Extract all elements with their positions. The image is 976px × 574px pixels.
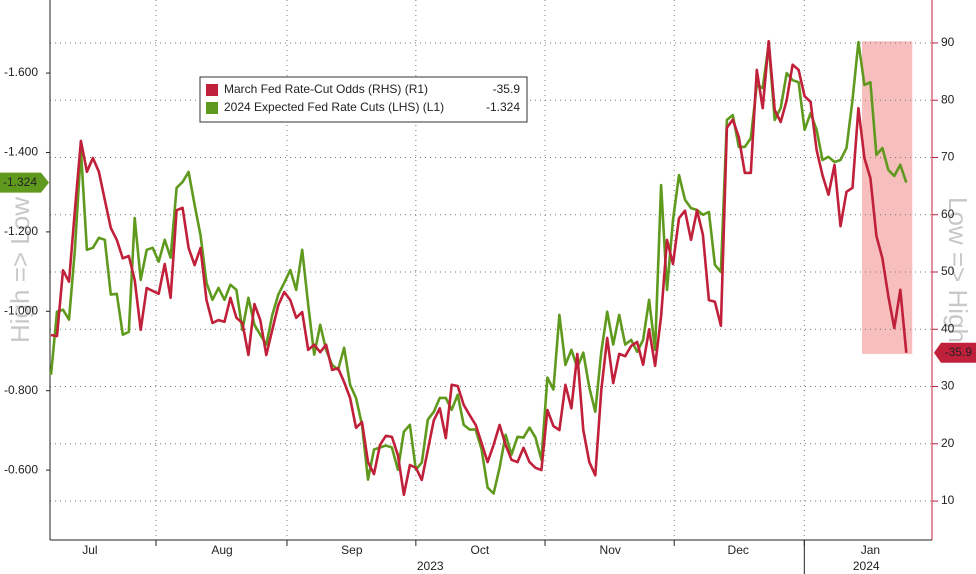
y2-tick-label: 40 xyxy=(941,321,955,335)
value-tag xyxy=(934,342,976,363)
year-label: 2023 xyxy=(417,559,444,573)
highlight-band xyxy=(862,41,913,354)
y2-tick-label: 80 xyxy=(941,92,955,106)
x-tick-label: Nov xyxy=(600,543,621,557)
legend-swatch xyxy=(206,84,218,96)
y-tick-label: -1.200 xyxy=(4,224,38,238)
x-tick-label: Dec xyxy=(728,543,749,557)
y-axis-title: High => Low xyxy=(5,197,35,343)
x-tick-label: Oct xyxy=(471,543,490,557)
legend-box xyxy=(199,76,528,123)
y2-tick-label: 10 xyxy=(941,493,955,507)
y2-tick-label: 90 xyxy=(941,35,955,49)
value-tag-label: -1.324 xyxy=(3,175,37,189)
x-tick-label: Sep xyxy=(341,543,363,557)
legend-label: March Fed Rate-Cut Odds (RHS) (R1) xyxy=(224,82,428,96)
y2-tick-label: 50 xyxy=(941,264,955,278)
y2-axis-title: Low => High xyxy=(943,197,973,343)
value-tag xyxy=(0,172,49,193)
legend-value: -1.324 xyxy=(486,100,520,114)
y-tick-label: -0.800 xyxy=(4,383,38,397)
y2-tick-label: 70 xyxy=(941,150,955,164)
year-label: 2024 xyxy=(853,559,880,573)
legend-value: -35.9 xyxy=(493,82,521,96)
series-line xyxy=(50,39,908,497)
y-tick-label: -1.600 xyxy=(4,65,38,79)
y2-tick-label: 30 xyxy=(941,379,955,393)
x-tick-label: Jul xyxy=(82,543,97,557)
y-tick-label: -1.000 xyxy=(4,303,38,317)
y2-tick-label: 20 xyxy=(941,436,955,450)
x-tick-label: Jan xyxy=(861,543,880,557)
y-tick-label: -0.600 xyxy=(4,462,38,476)
legend-swatch xyxy=(206,102,218,114)
y-tick-label: -1.400 xyxy=(4,145,38,159)
series-line xyxy=(49,40,908,495)
legend-label: 2024 Expected Fed Rate Cuts (LHS) (L1) xyxy=(224,100,444,114)
legend: March Fed Rate-Cut Odds (RHS) (R1) -35.9 2… xyxy=(199,76,528,123)
x-tick-label: Aug xyxy=(211,543,232,557)
value-tag-label: -35.9 xyxy=(945,345,973,359)
y2-tick-label: 60 xyxy=(941,207,955,221)
